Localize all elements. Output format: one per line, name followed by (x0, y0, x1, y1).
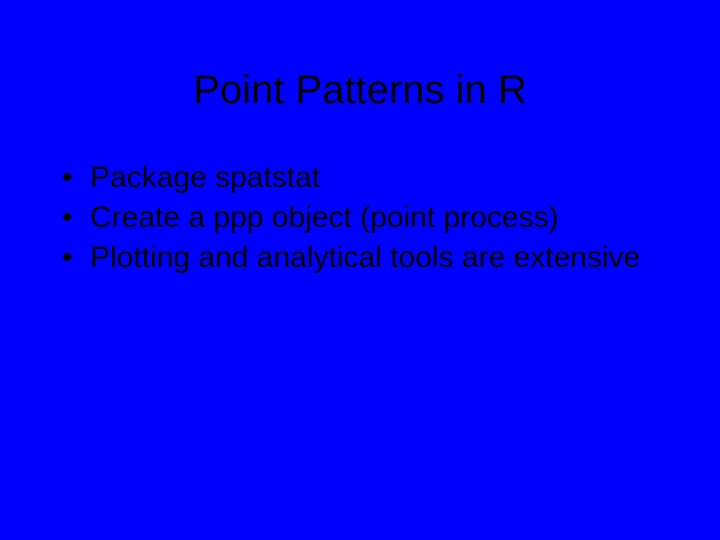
slide: Point Patterns in R Package spatstat Cre… (0, 0, 720, 540)
bullet-list: Package spatstat Create a ppp object (po… (58, 160, 662, 280)
list-item: Package spatstat (58, 160, 662, 196)
list-item: Create a ppp object (point process) (58, 200, 662, 236)
slide-title: Point Patterns in R (0, 68, 720, 113)
list-item: Plotting and analytical tools are extens… (58, 240, 662, 276)
